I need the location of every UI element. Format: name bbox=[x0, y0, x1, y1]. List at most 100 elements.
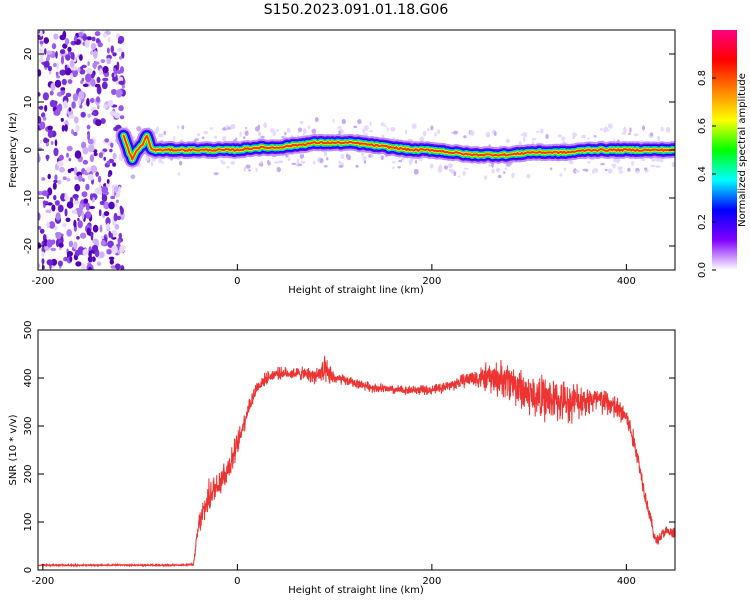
noise-cell bbox=[51, 43, 57, 50]
colorbar-tick-label: 0.8 bbox=[697, 70, 708, 86]
noise-cell bbox=[55, 71, 59, 76]
y-tick-label: -20 bbox=[23, 238, 34, 254]
halo-cell bbox=[462, 170, 466, 176]
noise-cell bbox=[64, 38, 70, 45]
halo-cell bbox=[659, 158, 664, 163]
noise-cell bbox=[82, 147, 89, 155]
halo-cell bbox=[523, 136, 526, 142]
noise-cell bbox=[117, 238, 121, 245]
noise-cell bbox=[119, 115, 125, 120]
noise-cell bbox=[96, 76, 101, 83]
noise-cell bbox=[41, 177, 46, 181]
halo-cell bbox=[563, 167, 567, 171]
noise-cell bbox=[53, 179, 58, 184]
x-tick-label: -200 bbox=[32, 576, 55, 587]
noise-cell bbox=[64, 192, 68, 200]
noise-cell bbox=[113, 186, 119, 193]
noise-cell bbox=[67, 46, 72, 53]
halo-cell bbox=[535, 130, 540, 133]
noise-cell bbox=[88, 250, 92, 258]
halo-cell bbox=[613, 138, 616, 142]
noise-cell bbox=[92, 62, 97, 69]
halo-cell bbox=[539, 128, 544, 134]
noise-cell bbox=[66, 201, 74, 209]
noise-cell bbox=[57, 204, 64, 213]
halo-cell bbox=[526, 175, 530, 178]
halo-cell bbox=[511, 172, 515, 178]
noise-cell bbox=[42, 92, 50, 101]
noise-cell bbox=[54, 200, 60, 206]
noise-cell bbox=[110, 142, 114, 148]
noise-cell bbox=[59, 69, 66, 76]
noise-cell bbox=[102, 77, 109, 82]
halo-cell bbox=[263, 122, 268, 129]
halo-cell bbox=[173, 135, 176, 141]
halo-cell bbox=[347, 154, 351, 161]
halo-cell bbox=[397, 166, 402, 169]
noise-cell bbox=[75, 124, 80, 133]
noise-cell bbox=[111, 88, 117, 96]
noise-cell bbox=[68, 107, 72, 112]
halo-cell bbox=[362, 155, 367, 161]
noise-cell bbox=[50, 247, 57, 252]
noise-cell bbox=[98, 209, 102, 217]
halo-cell bbox=[503, 171, 506, 174]
halo-cell bbox=[408, 159, 413, 165]
y-tick-label: 100 bbox=[23, 512, 34, 531]
noise-cell bbox=[110, 232, 113, 239]
halo-cell bbox=[660, 126, 664, 132]
halo-cell bbox=[337, 126, 342, 130]
y-tick-label: 500 bbox=[23, 320, 34, 339]
halo-cell bbox=[561, 136, 566, 141]
noise-cell bbox=[68, 114, 75, 120]
halo-cell bbox=[672, 163, 675, 167]
halo-cell bbox=[203, 130, 209, 135]
halo-cell bbox=[505, 138, 510, 144]
noise-cell bbox=[79, 202, 84, 212]
noise-cell bbox=[38, 105, 44, 110]
halo-cell bbox=[338, 130, 341, 135]
halo-cell bbox=[627, 167, 631, 172]
halo-cell bbox=[239, 131, 242, 138]
noise-cell bbox=[97, 42, 103, 48]
halo-cell bbox=[368, 154, 372, 158]
noise-cell bbox=[58, 242, 64, 248]
noise-cell bbox=[108, 201, 115, 210]
halo-cell bbox=[242, 136, 246, 140]
noise-cell bbox=[66, 145, 73, 152]
noise-cell bbox=[112, 162, 116, 167]
halo-cell bbox=[640, 158, 646, 161]
noise-cell bbox=[68, 157, 72, 162]
halo-cell bbox=[392, 166, 395, 170]
halo-cell bbox=[575, 169, 580, 173]
noise-cell bbox=[102, 148, 108, 153]
halo-cell bbox=[311, 128, 317, 134]
noise-cell bbox=[53, 194, 57, 201]
halo-cell bbox=[650, 132, 654, 137]
halo-cell bbox=[130, 174, 136, 180]
noise-cell bbox=[50, 82, 56, 92]
halo-cell bbox=[380, 122, 386, 127]
noise-cell bbox=[66, 229, 72, 237]
noise-cell bbox=[43, 60, 50, 68]
halo-cell bbox=[130, 167, 134, 170]
halo-cell bbox=[411, 123, 417, 129]
halo-cell bbox=[644, 169, 649, 173]
halo-cell bbox=[323, 152, 328, 156]
halo-cell bbox=[430, 125, 434, 131]
halo-cell bbox=[437, 166, 443, 173]
noise-cell bbox=[87, 113, 91, 118]
halo-cell bbox=[209, 127, 214, 130]
halo-cell bbox=[550, 167, 553, 171]
noise-cell bbox=[43, 238, 48, 247]
noise-cell bbox=[47, 202, 53, 206]
noise-cell bbox=[110, 45, 115, 54]
halo-cell bbox=[531, 137, 537, 141]
ridge-band-red bbox=[122, 134, 675, 161]
noise-cell bbox=[90, 50, 93, 55]
noise-cell bbox=[100, 239, 106, 246]
noise-cell bbox=[103, 33, 107, 38]
noise-cell bbox=[39, 228, 45, 234]
noise-cell bbox=[87, 138, 94, 145]
